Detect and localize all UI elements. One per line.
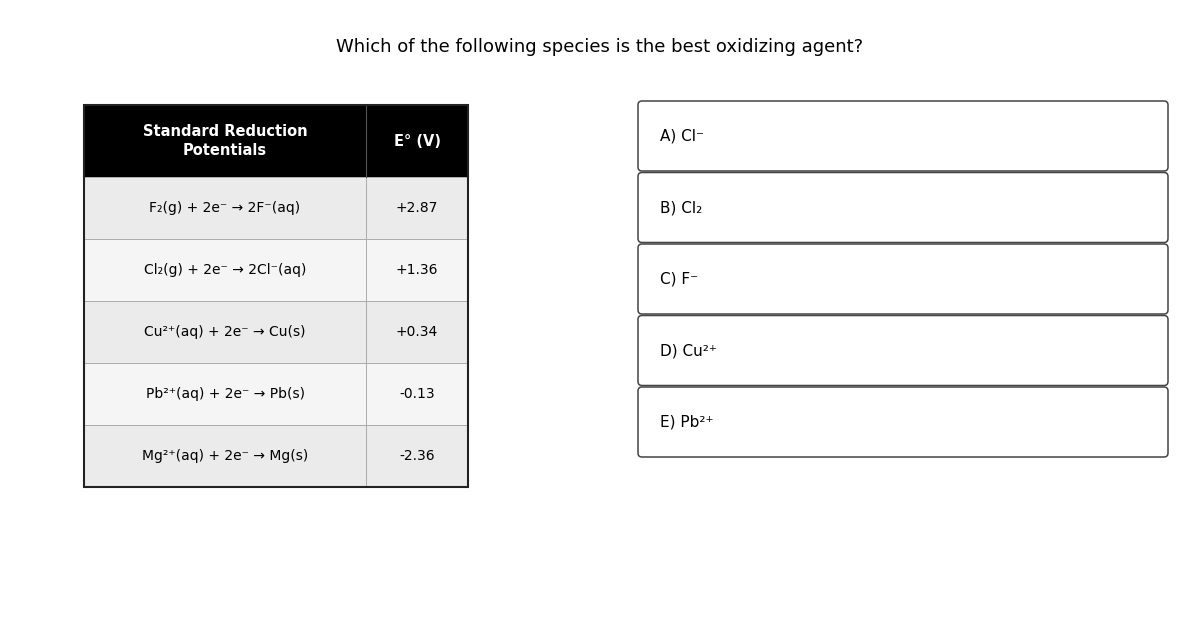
Text: Pb²⁺(aq) + 2e⁻ → Pb(s): Pb²⁺(aq) + 2e⁻ → Pb(s) (145, 387, 305, 401)
FancyBboxPatch shape (638, 172, 1168, 243)
Text: Cu²⁺(aq) + 2e⁻ → Cu(s): Cu²⁺(aq) + 2e⁻ → Cu(s) (144, 325, 306, 339)
Text: C) F⁻: C) F⁻ (660, 271, 698, 287)
FancyBboxPatch shape (638, 387, 1168, 457)
Text: Standard Reduction
Potentials: Standard Reduction Potentials (143, 124, 307, 159)
Text: Cl₂(g) + 2e⁻ → 2Cl⁻(aq): Cl₂(g) + 2e⁻ → 2Cl⁻(aq) (144, 263, 306, 277)
Text: F₂(g) + 2e⁻ → 2F⁻(aq): F₂(g) + 2e⁻ → 2F⁻(aq) (150, 201, 300, 215)
Text: D) Cu²⁺: D) Cu²⁺ (660, 343, 716, 358)
FancyBboxPatch shape (638, 315, 1168, 386)
Text: E) Pb²⁺: E) Pb²⁺ (660, 414, 714, 430)
FancyBboxPatch shape (84, 105, 468, 177)
FancyBboxPatch shape (84, 425, 468, 487)
Text: Mg²⁺(aq) + 2e⁻ → Mg(s): Mg²⁺(aq) + 2e⁻ → Mg(s) (142, 449, 308, 463)
FancyBboxPatch shape (638, 244, 1168, 314)
Text: B) Cl₂: B) Cl₂ (660, 200, 702, 215)
Text: A) Cl⁻: A) Cl⁻ (660, 129, 704, 144)
Text: Which of the following species is the best oxidizing agent?: Which of the following species is the be… (336, 38, 864, 56)
Text: -2.36: -2.36 (400, 449, 434, 463)
FancyBboxPatch shape (84, 177, 468, 239)
Text: +0.34: +0.34 (396, 325, 438, 339)
FancyBboxPatch shape (84, 363, 468, 425)
Text: E° (V): E° (V) (394, 134, 440, 149)
Text: -0.13: -0.13 (400, 387, 434, 401)
FancyBboxPatch shape (84, 239, 468, 301)
FancyBboxPatch shape (638, 101, 1168, 171)
FancyBboxPatch shape (84, 301, 468, 363)
Text: +1.36: +1.36 (396, 263, 438, 277)
Text: +2.87: +2.87 (396, 201, 438, 215)
